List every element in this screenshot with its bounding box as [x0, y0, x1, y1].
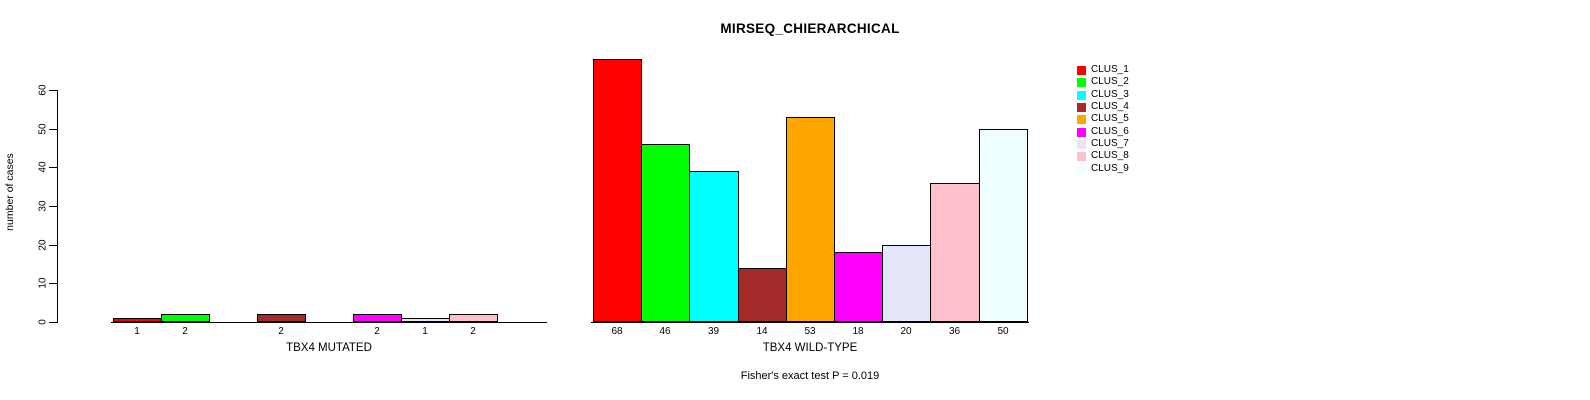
- legend-swatch-CLUS_2: [1077, 78, 1086, 87]
- legend-label-CLUS_3: CLUS_3: [1091, 89, 1129, 100]
- bar-label-CLUS_1: 68: [611, 326, 623, 337]
- bar-CLUS_6: [834, 252, 883, 322]
- bar-label-CLUS_3: 39: [707, 326, 720, 337]
- legend-swatch-CLUS_8: [1077, 152, 1086, 161]
- y-tick-label-50: 50: [37, 123, 49, 135]
- chart-title: MIRSEQ_CHIERARCHICAL: [720, 21, 900, 36]
- legend-label-CLUS_2: CLUS_2: [1091, 76, 1129, 87]
- bar-label-CLUS_9: 50: [997, 326, 1009, 337]
- bar-label-CLUS_7: 20: [900, 326, 912, 337]
- bar-label-CLUS_6: 2: [374, 326, 380, 337]
- bar-CLUS_4: [738, 268, 787, 322]
- bar-CLUS_6: [353, 314, 402, 322]
- bar-label-CLUS_7: 1: [422, 326, 428, 337]
- bar-label-CLUS_4: 2: [278, 326, 284, 337]
- bar-label-CLUS_6: 18: [852, 326, 864, 337]
- y-tick-20: [49, 245, 57, 246]
- legend-swatch-CLUS_6: [1077, 128, 1086, 137]
- y-tick-label-60: 60: [37, 84, 49, 96]
- legend-swatch-CLUS_9: [1077, 165, 1086, 174]
- legend-label-CLUS_4: CLUS_4: [1091, 101, 1129, 112]
- legend-swatch-CLUS_1: [1077, 66, 1086, 75]
- y-axis-label: number of cases: [4, 153, 16, 231]
- bar-CLUS_8: [449, 314, 498, 322]
- legend-label-CLUS_9: CLUS_9: [1091, 163, 1129, 174]
- legend-swatch-CLUS_7: [1077, 140, 1086, 149]
- bar-label-CLUS_4: 14: [756, 326, 768, 337]
- legend-swatch-CLUS_5: [1077, 115, 1086, 124]
- bar-label-CLUS_8: 2: [470, 326, 476, 337]
- legend-label-CLUS_7: CLUS_7: [1091, 138, 1129, 149]
- legend-label-CLUS_6: CLUS_6: [1091, 126, 1129, 137]
- bar-CLUS_1: [593, 59, 642, 322]
- y-tick-label-10: 10: [37, 277, 49, 289]
- bar-CLUS_8: [930, 183, 980, 322]
- y-axis-line: [57, 90, 58, 323]
- x-axis-label-mutated: TBX4 MUTATED: [286, 342, 372, 354]
- y-tick-30: [49, 206, 57, 207]
- bar-CLUS_5: [786, 117, 835, 322]
- y-tick-label-20: 20: [37, 239, 49, 251]
- bar-label-CLUS_1: 1: [134, 326, 140, 337]
- x-baseline-wild-type: [591, 322, 1029, 323]
- x-axis-label-wildtype: TBX4 WILD-TYPE: [762, 342, 858, 354]
- x-baseline-mutated: [111, 322, 547, 323]
- bar-label-CLUS_2: 46: [659, 326, 671, 337]
- bar-label-CLUS_5: 53: [804, 326, 816, 337]
- y-tick-0: [49, 322, 57, 323]
- fisher-test-annotation: Fisher's exact test P = 0.019: [740, 370, 880, 382]
- y-tick-50: [49, 129, 57, 130]
- bar-CLUS_9: [979, 129, 1028, 322]
- legend-label-CLUS_1: CLUS_1: [1091, 64, 1129, 75]
- bar-label-CLUS_8: 36: [948, 326, 961, 337]
- y-tick-label-30: 30: [37, 200, 49, 212]
- y-tick-60: [49, 90, 57, 91]
- y-tick-10: [49, 283, 57, 284]
- legend-label-CLUS_8: CLUS_8: [1091, 150, 1129, 161]
- y-tick-label-40: 40: [37, 161, 49, 173]
- bar-CLUS_7: [882, 245, 931, 322]
- bar-CLUS_3: [689, 171, 739, 322]
- y-tick-label-0: 0: [37, 319, 49, 325]
- legend-label-CLUS_5: CLUS_5: [1091, 113, 1129, 124]
- bar-CLUS_4: [257, 314, 306, 322]
- bar-label-CLUS_2: 2: [182, 326, 188, 337]
- bar-CLUS_2: [161, 314, 210, 322]
- bar-CLUS_2: [641, 144, 690, 322]
- legend-swatch-CLUS_3: [1077, 91, 1086, 100]
- legend-swatch-CLUS_4: [1077, 103, 1086, 112]
- y-tick-40: [49, 167, 57, 168]
